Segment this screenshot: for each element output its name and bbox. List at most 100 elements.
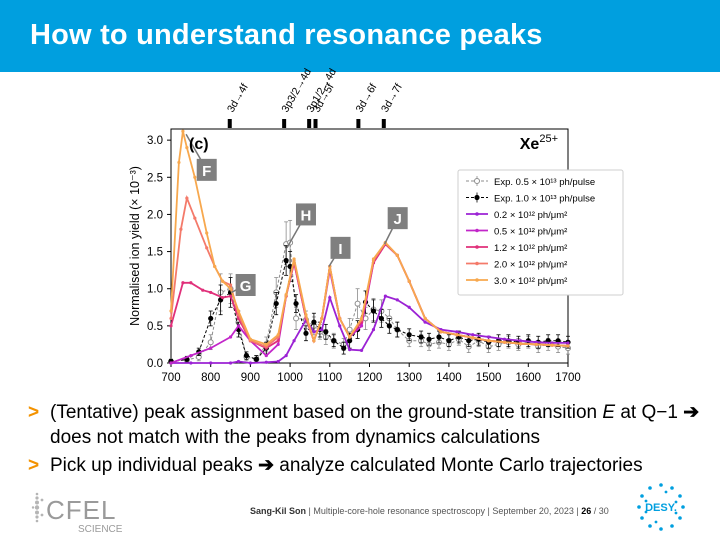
x-tick-label: 700 bbox=[161, 372, 180, 384]
series-point bbox=[407, 305, 411, 309]
series-point bbox=[264, 360, 268, 364]
series-point bbox=[303, 330, 309, 336]
legend-marker bbox=[475, 212, 479, 216]
series-point bbox=[228, 335, 233, 339]
transition-label: 3d→4f bbox=[225, 82, 251, 115]
series-point bbox=[228, 361, 233, 365]
footer-date: September 20, 2023 bbox=[492, 506, 574, 516]
title-bar: How to understand resonance peaks bbox=[0, 0, 720, 72]
series-point bbox=[550, 343, 554, 347]
series-point bbox=[283, 257, 289, 264]
series-point bbox=[201, 288, 205, 292]
series-point bbox=[236, 359, 241, 364]
bullet-2-text2: analyze calculated Monte Carlo trajector… bbox=[274, 455, 643, 476]
series-point bbox=[455, 333, 459, 337]
desy-logo: DESY. bbox=[637, 483, 685, 531]
series-point bbox=[264, 345, 268, 349]
series-point bbox=[406, 332, 412, 338]
series-point bbox=[205, 231, 209, 235]
series-point bbox=[293, 315, 300, 322]
footer-sep-2: | bbox=[487, 506, 493, 516]
series-point bbox=[566, 341, 570, 345]
y-tick-label: 1.0 bbox=[147, 284, 163, 296]
x-tick-label: 1600 bbox=[516, 372, 542, 384]
series-point bbox=[347, 338, 353, 344]
series-point bbox=[487, 339, 491, 343]
series-point bbox=[371, 327, 376, 332]
series-line bbox=[170, 130, 569, 347]
series-point bbox=[292, 339, 296, 343]
footer-talk: Multiple-core-hole resonance spectroscop… bbox=[313, 506, 485, 516]
series-point bbox=[487, 335, 491, 339]
legend-marker bbox=[474, 194, 480, 201]
series-point bbox=[371, 257, 376, 261]
arrow-icon: ➔ bbox=[258, 455, 274, 476]
series-point bbox=[518, 339, 522, 343]
series-point bbox=[276, 333, 280, 337]
series-point bbox=[293, 300, 299, 307]
legend-marker bbox=[475, 245, 479, 249]
series-point bbox=[534, 340, 538, 344]
legend-label: 3.0 × 10¹² ph/μm² bbox=[494, 276, 567, 287]
series-point bbox=[236, 309, 241, 313]
bullet-1-text3: does not match with the peaks from dynam… bbox=[50, 427, 541, 448]
footer-total: 30 bbox=[598, 506, 609, 516]
peak-box bbox=[295, 203, 316, 226]
series-point bbox=[243, 352, 250, 359]
series-point bbox=[426, 336, 432, 342]
series-point bbox=[276, 342, 280, 347]
series-point bbox=[359, 316, 364, 321]
series-point bbox=[209, 361, 213, 365]
series-point bbox=[209, 290, 213, 295]
series-point bbox=[304, 313, 308, 317]
series-point bbox=[359, 348, 364, 352]
x-tick-label: 1200 bbox=[357, 372, 383, 384]
x-tick-label: 900 bbox=[241, 372, 260, 384]
peak-box bbox=[235, 274, 256, 296]
series-point bbox=[213, 264, 217, 269]
series-point bbox=[566, 344, 570, 348]
ion-symbol: Xe bbox=[520, 136, 540, 153]
peak-label: H bbox=[301, 207, 312, 224]
series-point bbox=[338, 324, 342, 328]
series-point bbox=[292, 257, 296, 261]
legend-label: 0.2 × 10¹² ph/μm² bbox=[494, 210, 567, 221]
series-point bbox=[228, 283, 233, 287]
peak-label: I bbox=[338, 241, 342, 258]
series-point bbox=[208, 315, 214, 322]
series-point bbox=[205, 246, 209, 250]
series-point bbox=[273, 300, 279, 307]
transition-marker bbox=[356, 119, 361, 128]
series-point bbox=[348, 335, 352, 339]
arrow-icon: ➔ bbox=[683, 402, 700, 423]
series-point bbox=[169, 309, 173, 313]
series-point bbox=[346, 326, 353, 333]
series-point bbox=[185, 196, 189, 200]
footer-sep-1: | bbox=[308, 506, 314, 516]
cfel-logo-text: CFEL bbox=[46, 495, 116, 525]
series-point bbox=[446, 338, 452, 344]
series-point bbox=[177, 160, 181, 165]
cfel-logo-sub: SCIENCE bbox=[78, 524, 123, 534]
series-point bbox=[248, 337, 252, 341]
y-axis-label: Normalised ion yield (× 10⁻³) bbox=[128, 166, 142, 326]
peak-box bbox=[387, 207, 408, 230]
series-point bbox=[436, 334, 442, 340]
series-point bbox=[311, 319, 317, 325]
legend-marker bbox=[474, 178, 480, 184]
transition-marker bbox=[282, 119, 287, 128]
series-point bbox=[471, 333, 475, 337]
series-point bbox=[264, 353, 268, 358]
bullet-marker: > bbox=[28, 455, 40, 476]
series-point bbox=[383, 294, 387, 298]
series-point bbox=[395, 253, 399, 257]
footer-page-sep: / bbox=[591, 506, 599, 516]
series-point bbox=[354, 300, 361, 307]
footer-page: 26 bbox=[581, 506, 592, 516]
series-point bbox=[179, 227, 183, 231]
series-point bbox=[193, 216, 197, 220]
legend-label: Exp. 0.5 × 10¹³ ph/pulse bbox=[494, 177, 595, 188]
series-point bbox=[189, 281, 193, 285]
desy-logo-text: DESY. bbox=[645, 502, 677, 514]
series-point bbox=[276, 359, 280, 364]
